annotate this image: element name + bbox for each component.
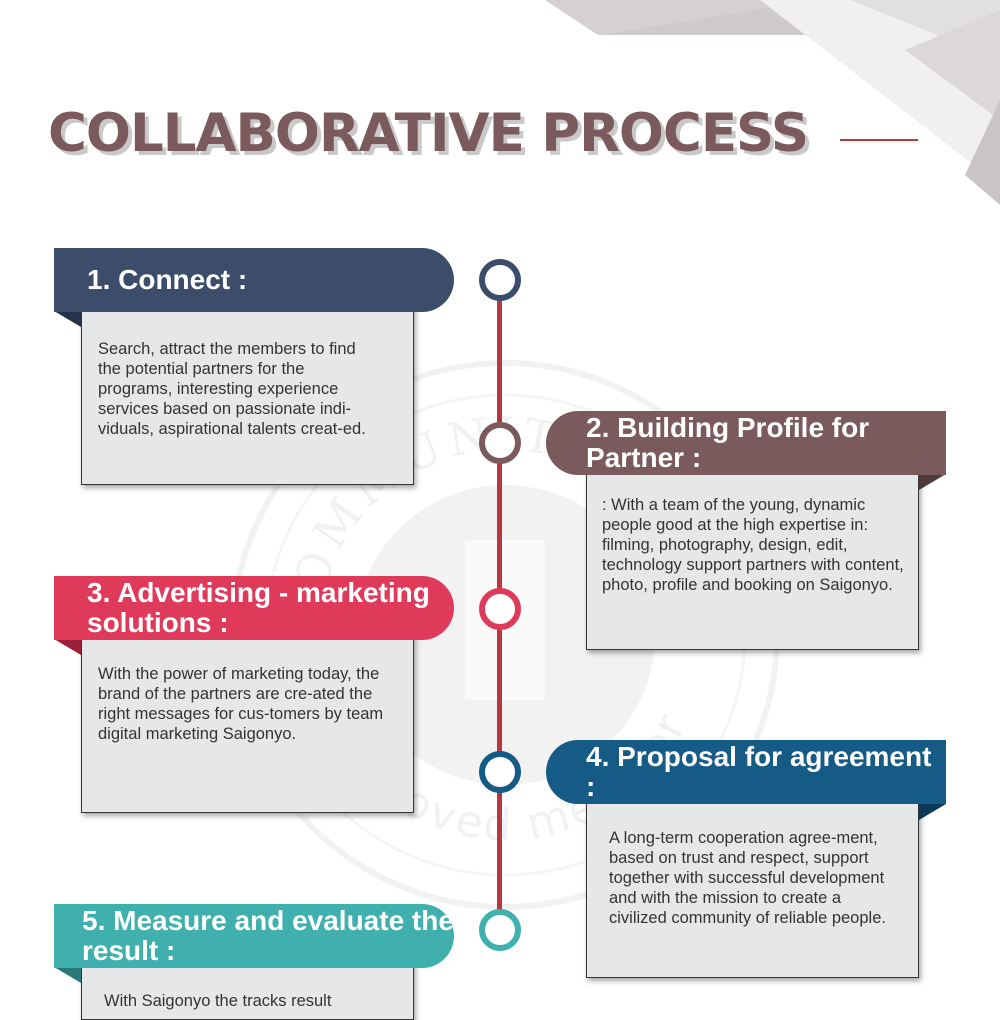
step-heading-2: 2. Building Profile for Partner : — [546, 411, 946, 475]
step-heading-5: 5. Measure and evaluate the result : — [54, 904, 454, 968]
step-4-title: 4. Proposal for agreement : — [586, 741, 932, 802]
timeline-node-3 — [479, 588, 521, 630]
step-5-title: 5. Measure and evaluate the result : — [82, 905, 454, 966]
page-title: COLLABORATIVE PROCESS — [48, 103, 809, 164]
timeline-node-4 — [479, 751, 521, 793]
step-3-title: 3. Advertising - marketing solutions : — [87, 577, 430, 638]
step-2-description: : With a team of the young, dynamic peop… — [602, 496, 904, 594]
step-1-title: 1. Connect : — [87, 264, 248, 295]
banner-fold-2 — [919, 474, 946, 490]
title-rule — [840, 139, 918, 141]
timeline-node-5 — [479, 909, 521, 951]
step-card-5: With Saigonyo the tracks result — [81, 960, 414, 1020]
step-5-description: With Saigonyo the tracks result — [104, 992, 332, 1010]
step-card-3: With the power of marketing today, the b… — [81, 633, 414, 813]
step-card-2: : With a team of the young, dynamic peop… — [586, 468, 919, 650]
banner-fold-3 — [54, 639, 81, 655]
step-1-description: Search, attract the members to find the … — [98, 340, 366, 438]
banner-fold-1 — [54, 311, 81, 327]
timeline-node-1 — [479, 259, 521, 301]
banner-fold-4 — [919, 804, 946, 820]
step-heading-1: 1. Connect : — [54, 248, 454, 312]
step-4-description: A long-term cooperation agree-ment, base… — [609, 829, 886, 927]
corner-decoration — [545, 0, 1000, 205]
step-card-1: Search, attract the members to find the … — [81, 305, 414, 485]
step-heading-4: 4. Proposal for agreement : — [546, 740, 946, 804]
step-heading-3: 3. Advertising - marketing solutions : — [54, 576, 454, 640]
step-2-title: 2. Building Profile for Partner : — [586, 412, 870, 473]
step-3-description: With the power of marketing today, the b… — [98, 665, 384, 743]
banner-fold-5 — [54, 967, 81, 983]
step-card-4: A long-term cooperation agree-ment, base… — [586, 798, 919, 978]
timeline-node-2 — [479, 422, 521, 464]
